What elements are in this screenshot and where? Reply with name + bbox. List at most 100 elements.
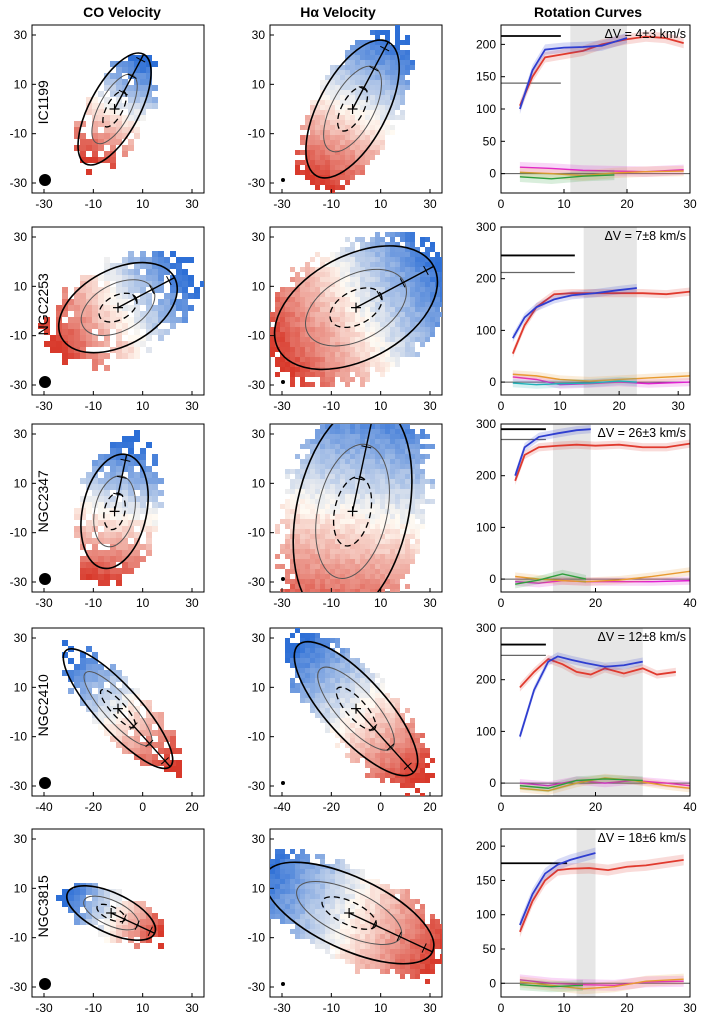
panel-rows: -30 -10 10 30 30 10 -10 -30 IC1199 -30 -10 10 30 30 10… xyxy=(10,24,697,1015)
map-xtick-label: -10 xyxy=(323,399,341,413)
beam-marker xyxy=(281,577,285,581)
map-ytick-label: -10 xyxy=(10,127,28,141)
map-xtick-label: -40 xyxy=(35,800,53,814)
axis-tick xyxy=(136,56,146,63)
rotation-frame xyxy=(500,226,691,396)
map-ytick-label: 30 xyxy=(252,631,266,645)
ha-velocity-map: -30 -10 10 30 30 10 -10 -30 xyxy=(248,24,443,211)
map-ytick-label: -30 xyxy=(248,378,266,392)
map-xtick-label: 0 xyxy=(377,800,384,814)
galaxy-label: NGC2410 xyxy=(35,674,51,736)
rotation-plot-area xyxy=(501,424,690,592)
rc-xtick-label: 0 xyxy=(498,197,505,211)
outer-ellipse xyxy=(80,453,149,570)
axis-tick xyxy=(160,757,170,765)
rc-ytick-label: 100 xyxy=(476,908,496,922)
map-xtick-label: -40 xyxy=(273,800,291,814)
rc-ytick-label: 0 xyxy=(489,776,496,790)
map-ytick-label: -10 xyxy=(10,730,28,744)
co-velocity-map: -30 -10 10 30 30 10 -10 -30 NGC2253 xyxy=(10,226,205,413)
axis-tick xyxy=(127,73,137,79)
rotation-plot-area xyxy=(501,829,690,997)
series-uncertainty-band xyxy=(519,165,684,181)
map-ytick-label: -10 xyxy=(10,329,28,343)
map-ytick-label: 30 xyxy=(252,230,266,244)
map-xtick-label: -10 xyxy=(85,197,103,211)
map-xtick-label: 20 xyxy=(185,800,199,814)
shaded-region xyxy=(576,829,596,997)
axis-tick xyxy=(368,413,378,415)
rc-xtick-label: 0 xyxy=(498,1001,505,1015)
shaded-region xyxy=(552,424,591,592)
axis-tick xyxy=(132,293,138,304)
map-xtick-label: -30 xyxy=(35,197,53,211)
map-xtick-label: 30 xyxy=(423,197,437,211)
map-ytick-label: 10 xyxy=(252,680,266,694)
axis-tick xyxy=(403,762,412,770)
series-uncertainty-band xyxy=(519,773,690,795)
rc-ytick-label: 0 xyxy=(489,976,496,990)
axis-tick xyxy=(354,477,365,481)
map-xtick-label: 30 xyxy=(185,399,199,413)
map-ytick-label: -30 xyxy=(10,779,28,793)
map-xtick-label: -10 xyxy=(323,197,341,211)
ha-map-pixels xyxy=(270,232,442,387)
series-uncertainty-band xyxy=(515,569,587,589)
axis-tick xyxy=(380,45,390,52)
row-ngc3815: -30 -10 10 30 30 10 -10 -30 NGC3815 -30 -10 10 30 30 1… xyxy=(10,828,697,1015)
map-xtick-label: -30 xyxy=(35,1001,53,1015)
beam-marker xyxy=(281,380,285,384)
beam-marker xyxy=(281,982,285,986)
co-velocity-map: -30 -10 10 30 30 10 -10 -30 IC1199 xyxy=(10,24,205,211)
rotation-plot-area xyxy=(501,628,690,796)
beam-marker xyxy=(39,376,51,388)
series-uncertainty-band xyxy=(519,854,684,938)
ha-velocity-map: -30 -10 10 30 30 10 -10 -30 xyxy=(248,828,443,1015)
axis-tick xyxy=(121,914,127,924)
map-xtick-label: 30 xyxy=(185,596,199,610)
map-xtick-label: -10 xyxy=(323,596,341,610)
map-xtick-label: 30 xyxy=(185,1001,199,1015)
map-ytick-label: -10 xyxy=(248,329,266,343)
map-ytick-label: -30 xyxy=(248,575,266,589)
series-uncertainty-band xyxy=(519,32,627,115)
ha-ellipse-overlay xyxy=(292,413,413,592)
co-ellipse-overlay xyxy=(62,648,174,770)
series-line-red xyxy=(519,35,684,107)
rotation-plot-area xyxy=(501,25,690,193)
delta-v-label: ΔV = 4±3 km/s xyxy=(604,27,686,41)
rotation-frame xyxy=(500,828,691,998)
delta-v-label: ΔV = 12±8 km/s xyxy=(597,630,686,644)
map-xtick-label: -20 xyxy=(323,800,341,814)
beam-marker xyxy=(281,178,285,182)
map-ytick-label: -10 xyxy=(248,127,266,141)
series-line-red xyxy=(511,290,690,354)
co-ellipse-overlay xyxy=(66,884,157,942)
col-title-ha: Hα Velocity xyxy=(300,4,376,20)
rc-xtick-label: 40 xyxy=(683,596,697,610)
rc-ytick-label: 50 xyxy=(483,942,497,956)
delta-v-label: ΔV = 26±3 km/s xyxy=(597,426,686,440)
delta-v-label: ΔV = 18±6 km/s xyxy=(597,831,686,845)
ha-map-pixels xyxy=(275,413,435,592)
map-ytick-label: 10 xyxy=(252,881,266,895)
series-line-green xyxy=(519,174,615,180)
axis-tick xyxy=(116,475,127,479)
outer-ellipse xyxy=(292,424,413,592)
major-axis xyxy=(113,454,128,512)
map-ytick-label: 10 xyxy=(252,279,266,293)
map-xtick-label: -30 xyxy=(273,1001,291,1015)
ha-map-pixels xyxy=(285,628,435,796)
axis-tick xyxy=(129,722,138,730)
rc-ytick-label: 200 xyxy=(476,272,496,286)
map-ytick-label: -10 xyxy=(10,931,28,945)
galaxy-label: NGC2253 xyxy=(35,273,51,335)
map-xtick-label: -20 xyxy=(85,800,103,814)
axis-tick xyxy=(113,492,124,496)
map-xtick-label: 10 xyxy=(374,596,388,610)
galaxy-label: NGC2347 xyxy=(35,470,51,532)
map-xtick-label: 10 xyxy=(136,197,150,211)
row-ngc2253: -30 -10 10 30 30 10 -10 -30 NGC2253 -30 -10 10 30 30 1… xyxy=(10,220,691,413)
map-xtick-label: -30 xyxy=(273,596,291,610)
